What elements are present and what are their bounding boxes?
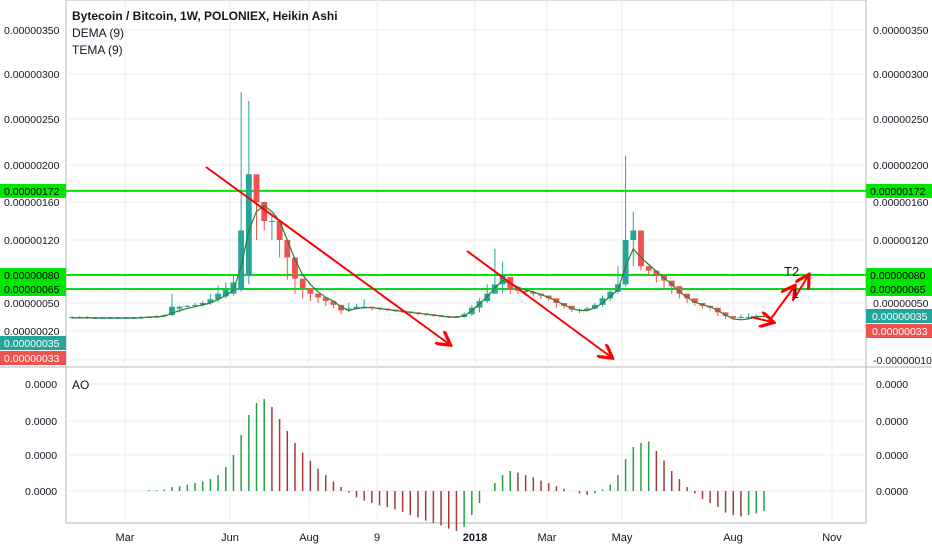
y-tick-label-right: 0.00000050 — [873, 298, 929, 310]
price-badge-left — [0, 336, 66, 350]
candle — [199, 301, 206, 307]
y-tick-label-right: 0.00000200 — [873, 160, 929, 172]
y-tick-label-right: 0.00000300 — [873, 69, 929, 81]
price-badge-right-label: 0.00000035 — [872, 311, 928, 323]
y-tick-label-left: 0.00000050 — [4, 298, 60, 310]
level-badge-label: 0.00000172 — [4, 186, 60, 198]
y-tick-label-left: 0.00000160 — [4, 197, 60, 209]
candle — [230, 275, 237, 296]
ao-tick-label-right: 0.0000 — [876, 486, 908, 498]
level-badge — [866, 268, 932, 282]
y-tick-label-left: 0.00000300 — [4, 69, 60, 81]
level-badge-label: 0.00000172 — [870, 186, 926, 198]
price-badge-right-label: 0.00000033 — [872, 326, 928, 338]
chart-title: Bytecoin / Bitcoin, 1W, POLONIEX, Heikin… — [72, 9, 338, 23]
candle — [315, 293, 321, 303]
trend-arrow — [205, 166, 449, 344]
candle — [169, 293, 175, 317]
candle — [261, 202, 268, 231]
candle — [676, 286, 683, 299]
candle — [276, 221, 283, 258]
level-badge-label: 0.00000065 — [870, 284, 926, 296]
candle — [722, 312, 729, 319]
candle — [292, 257, 298, 294]
ao-tick-label-left: 0.0000 — [25, 450, 57, 462]
ao-tick-label-left: 0.0000 — [25, 486, 57, 498]
price-badge-left-label: 0.00000033 — [4, 353, 60, 365]
candle — [622, 155, 629, 287]
candle — [176, 305, 183, 313]
candle — [745, 313, 752, 319]
price-badge-left-label: 0.00000035 — [4, 338, 60, 350]
candle — [307, 288, 314, 302]
candle — [653, 270, 660, 283]
ao-panel-label: AO — [72, 378, 90, 392]
x-tick-label: Jun — [221, 532, 239, 544]
trend-arrow — [466, 250, 611, 357]
ao-tick-label-left: 0.0000 — [25, 379, 57, 391]
candle — [591, 303, 598, 310]
candle — [253, 174, 260, 240]
level-badge — [866, 183, 932, 198]
candle — [330, 301, 337, 309]
ao-tick-label-left: 0.0000 — [25, 416, 57, 428]
candle — [638, 230, 644, 271]
level-badge-label: 0.00000080 — [870, 270, 926, 282]
price-badge-left — [0, 351, 66, 365]
level-badge — [866, 282, 932, 296]
y-tick-label-left: 0.00000020 — [4, 326, 60, 338]
plot-frame — [65, 0, 867, 524]
candle — [299, 278, 306, 299]
chart-header: Bytecoin / Bitcoin, 1W, POLONIEX, Heikin… — [72, 8, 338, 59]
candle — [268, 216, 275, 240]
level-badge-label: 0.00000080 — [4, 270, 60, 282]
candle — [599, 295, 606, 307]
indicator-dema-label: DEMA (9) — [72, 26, 125, 40]
price-badge-right — [866, 324, 932, 338]
candle — [738, 314, 744, 319]
x-tick-label: 9 — [374, 532, 380, 544]
ao-tick-label-right: 0.0000 — [876, 379, 908, 391]
candle — [338, 304, 345, 315]
y-tick-label-right: -0.00000010 — [873, 355, 932, 367]
level-badge — [0, 268, 66, 282]
y-tick-label-left: 0.00000120 — [4, 235, 60, 247]
y-tick-label-right: 0.00000120 — [873, 235, 929, 247]
tema-line — [72, 205, 765, 321]
candle — [245, 101, 252, 285]
x-tick-label: Nov — [822, 532, 842, 544]
candle — [630, 211, 637, 267]
candle — [484, 284, 491, 303]
level-badge-label: 0.00000065 — [4, 284, 60, 296]
level-badge — [0, 183, 66, 198]
candle — [645, 266, 652, 275]
y-tick-label-left: 0.00000250 — [4, 114, 60, 126]
y-tick-label-right: 0.00000250 — [873, 114, 929, 126]
ao-tick-label-right: 0.0000 — [876, 416, 908, 428]
trend-arrow — [793, 276, 808, 300]
candle — [322, 297, 329, 306]
indicator-tema-label: TEMA (9) — [72, 43, 123, 57]
y-tick-label-right: 0.00000160 — [873, 197, 929, 209]
price-badge-right — [866, 309, 932, 323]
x-tick-label: May — [612, 532, 633, 544]
annotation-text: T2 — [784, 264, 799, 279]
ao-tick-label-right: 0.0000 — [876, 450, 908, 462]
y-tick-label-right: 0.00000350 — [873, 25, 929, 37]
trend-arrow — [769, 287, 794, 321]
x-tick-label: Mar — [538, 532, 557, 544]
trend-arrow — [750, 317, 772, 322]
candle — [284, 240, 291, 280]
y-tick-label-left: 0.00000350 — [4, 25, 60, 37]
candle — [607, 289, 614, 302]
y-tick-label-left: 0.00000200 — [4, 160, 60, 172]
x-tick-label: Aug — [299, 532, 319, 544]
x-tick-label: 2018 — [463, 532, 487, 544]
x-tick-label: Aug — [723, 532, 743, 544]
x-tick-label: Mar — [116, 532, 135, 544]
level-badge — [0, 282, 66, 296]
annotation-text: 1 — [792, 286, 799, 301]
